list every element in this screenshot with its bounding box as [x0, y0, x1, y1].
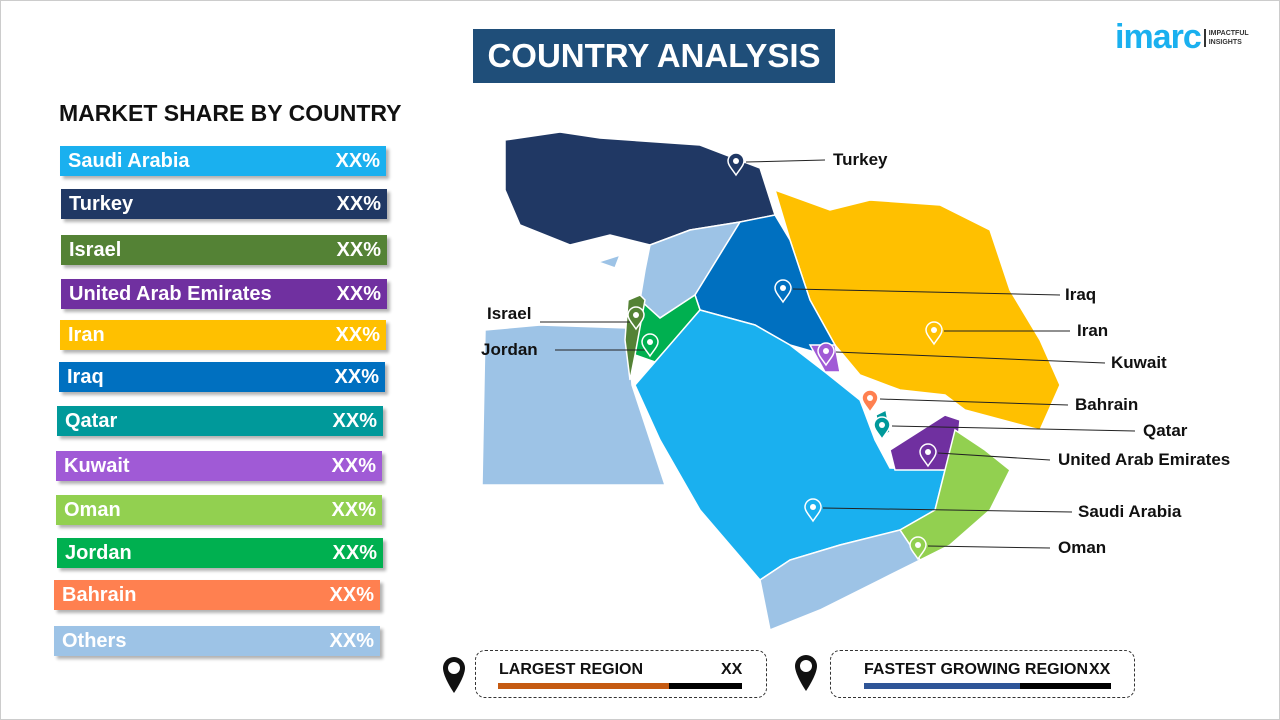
uae-pin-icon — [919, 443, 937, 468]
leader-line — [927, 545, 1051, 549]
largest-region-value: XX — [721, 661, 743, 678]
share-bar: Iran XX% — [60, 320, 386, 350]
share-bar: Turkey XX% — [61, 189, 387, 219]
share-value: XX% — [332, 409, 377, 432]
share-bar: Israel XX% — [61, 235, 387, 265]
turkey-pin-icon — [727, 152, 745, 177]
country-name: Jordan — [65, 541, 132, 564]
share-value: XX% — [334, 365, 379, 388]
country-name: Iran — [68, 323, 105, 346]
country-name: Turkey — [69, 192, 134, 215]
share-value: XX% — [335, 149, 380, 172]
country-name: Saudi Arabia — [68, 149, 190, 172]
share-bar: Oman XX% — [56, 495, 382, 525]
share-value: XX% — [329, 583, 374, 606]
share-bar: United Arab Emirates XX% — [61, 279, 387, 309]
share-value: XX% — [331, 498, 376, 521]
share-bar: Qatar XX% — [57, 406, 383, 436]
share-bar: Iraq XX% — [59, 362, 385, 392]
leader-line — [879, 398, 1069, 406]
logo: imarc IMPACTFUL INSIGHTS — [1115, 18, 1259, 57]
logo-text: imarc — [1115, 18, 1202, 56]
leader-line — [822, 507, 1073, 513]
share-bar: Kuwait XX% — [56, 451, 382, 481]
share-value: XX% — [335, 323, 380, 346]
leader-line — [745, 159, 826, 163]
region-oman — [898, 428, 1011, 561]
leader-line — [891, 425, 1136, 432]
map-label-iran: Iran — [1077, 321, 1109, 340]
share-value: XX% — [329, 629, 374, 652]
leader-line — [937, 452, 1051, 461]
country-name: Others — [62, 629, 127, 652]
country-name: Bahrain — [62, 583, 137, 606]
share-value: XX% — [332, 541, 377, 564]
page-title: COUNTRY ANALYSIS — [473, 29, 835, 83]
country-name: Israel — [69, 238, 122, 261]
map-label-kuwait: Kuwait — [1111, 353, 1167, 372]
saudi-pin-icon — [804, 498, 822, 523]
jordan-pin-icon — [641, 333, 659, 358]
country-name: Iraq — [67, 365, 104, 388]
country-name: United Arab Emirates — [69, 282, 272, 305]
map-label-qatar: Qatar — [1143, 421, 1188, 440]
largest-region-box: LARGEST REGION XX — [475, 650, 767, 698]
iraq-pin-icon — [774, 279, 792, 304]
map-label-turkey: Turkey — [833, 150, 888, 169]
kuwait-pin-icon — [817, 342, 835, 367]
oman-pin-icon — [909, 536, 927, 561]
map-label-oman: Oman — [1058, 538, 1107, 557]
region-yemen — [759, 529, 922, 632]
share-bar: Saudi Arabia XX% — [60, 146, 386, 176]
iran-pin-icon — [925, 321, 943, 346]
section-heading: MARKET SHARE BY COUNTRY — [59, 100, 402, 126]
qatar-pin-icon — [873, 416, 891, 441]
fastest-region-bar — [864, 683, 1020, 689]
logo-tagline: IMPACTFUL INSIGHTS — [1203, 28, 1259, 47]
largest-region-pin-icon — [440, 655, 468, 700]
bahrain-pin-icon — [861, 389, 879, 414]
fastest-region-box: FASTEST GROWING REGION XX — [830, 650, 1135, 698]
fastest-region-pin-icon — [792, 653, 820, 698]
share-value: XX% — [336, 192, 381, 215]
leader-line — [835, 351, 1106, 364]
country-name: Oman — [64, 498, 121, 521]
map-label-jordan: Jordan — [481, 340, 538, 359]
map-label-bahrain: Bahrain — [1075, 395, 1139, 414]
israel-pin-icon — [627, 306, 645, 331]
fastest-region-label: FASTEST GROWING REGION — [864, 661, 1089, 678]
share-bar: Others XX% — [54, 626, 380, 656]
share-value: XX% — [331, 454, 376, 477]
largest-region-bar — [498, 683, 669, 689]
region-cyprus — [595, 253, 622, 269]
share-bar: Bahrain XX% — [54, 580, 380, 610]
map-label-israel: Israel — [487, 304, 532, 323]
share-value: XX% — [336, 238, 381, 261]
share-value: XX% — [336, 282, 381, 305]
country-name: Qatar — [65, 409, 118, 432]
largest-region-label: LARGEST REGION — [499, 661, 644, 678]
map-label-saudi: Saudi Arabia — [1078, 502, 1182, 521]
share-bar: Jordan XX% — [57, 538, 383, 568]
map-label-iraq: Iraq — [1065, 285, 1097, 304]
leader-line — [792, 288, 1061, 296]
fastest-region-value: XX — [1089, 661, 1111, 678]
country-name: Kuwait — [64, 454, 130, 477]
map-label-uae: United Arab Emirates — [1058, 450, 1231, 469]
